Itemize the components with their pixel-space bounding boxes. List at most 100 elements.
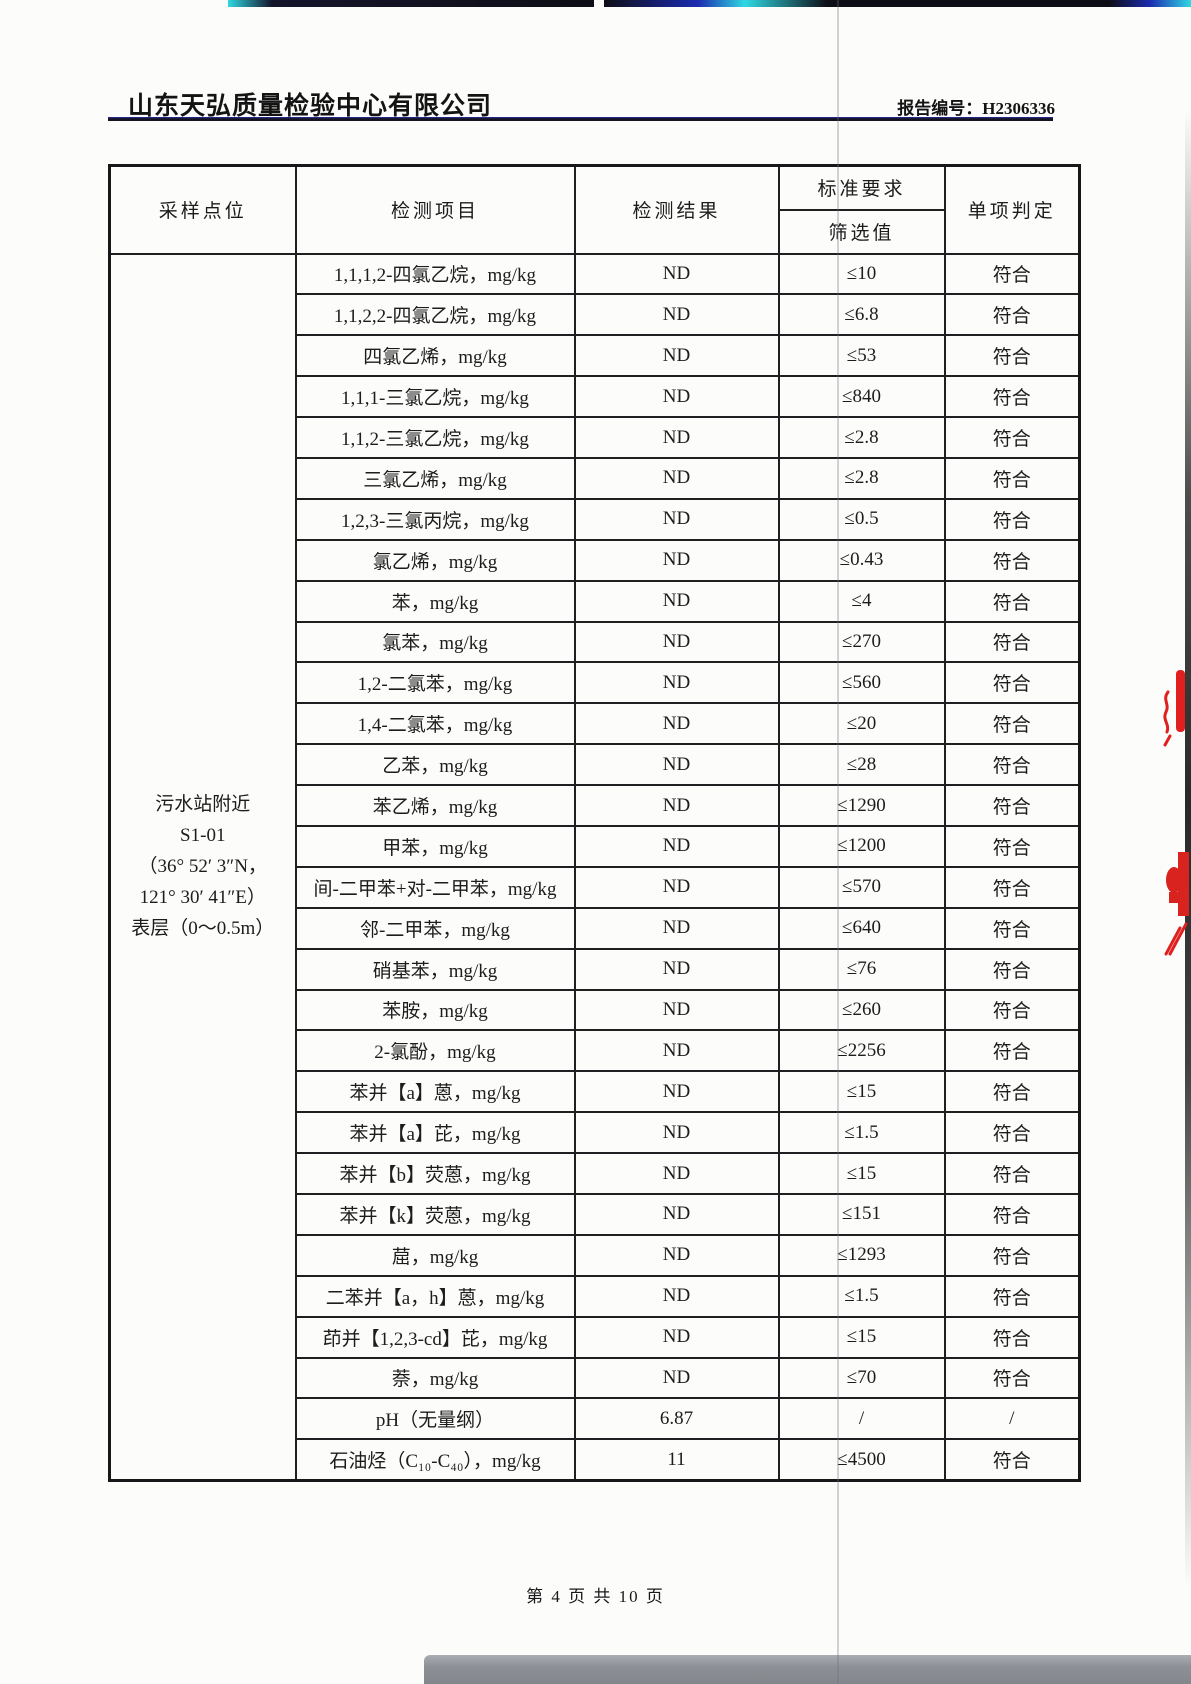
result-cell: 6.87 [573, 1397, 780, 1441]
scan-artifact-top-band-left [228, 0, 594, 7]
result-cell: ND [573, 661, 780, 705]
table-row: 氯乙烯，mg/kg ND ≤0.43 符合 [110, 538, 1081, 582]
table-header: 采样点位 检测项目 检测结果 标准要求 单项判定 筛选值 [108, 164, 1081, 255]
table-row: 1,2-二氯苯，mg/kg ND ≤560 符合 [110, 661, 1081, 705]
table-row: 甲苯，mg/kg ND ≤1200 符合 [110, 824, 1081, 868]
table-row: 苯并【k】荧蒽，mg/kg ND ≤151 符合 [110, 1192, 1081, 1236]
item-cell: 1,1,2,2-四氯乙烷，mg/kg [294, 293, 576, 337]
header-sample-point: 采样点位 [108, 164, 297, 255]
judgment-cell: 符合 [943, 1274, 1081, 1318]
judgment-cell: 符合 [943, 620, 1081, 664]
limit-cell: ≤570 [777, 865, 946, 909]
result-cell: ND [573, 416, 780, 459]
judgment-cell: 符合 [943, 1152, 1081, 1195]
item-cell: 四氯乙烯，mg/kg [294, 334, 576, 378]
table-row: 萘，mg/kg ND ≤70 符合 [110, 1356, 1081, 1400]
item-cell: 1,4-二氯苯，mg/kg [294, 702, 576, 746]
table-row: 三氯乙烯，mg/kg ND ≤2.8 符合 [110, 456, 1081, 500]
limit-cell: ≤4 [777, 579, 946, 623]
item-cell: 2-氯酚，mg/kg [294, 1029, 576, 1073]
limit-cell: ≤1.5 [777, 1111, 946, 1155]
table-row: pH（无量纲） 6.87// [110, 1397, 1081, 1441]
item-cell: 乙苯，mg/kg [294, 743, 576, 787]
item-cell: 石油烃（C₁₀-C₄₀），mg/kg [294, 1438, 576, 1482]
item-cell: 二苯并【a，h】蒽，mg/kg [294, 1274, 576, 1318]
judgment-cell: 符合 [943, 1315, 1081, 1359]
table-row: 1,1,2,2-四氯乙烷，mg/kg ND ≤6.8 符合 [110, 293, 1081, 337]
judgment-cell: 符合 [943, 375, 1081, 419]
judgment-cell: 符合 [943, 906, 1081, 950]
limit-cell: ≤4500 [777, 1438, 946, 1482]
result-cell: ND [573, 743, 780, 787]
limit-cell: ≤28 [777, 743, 946, 787]
company-name: 山东天弘质量检验中心有限公司 [128, 92, 493, 120]
table-row: 1,2,3-三氯丙烷，mg/kg ND ≤0.5 符合 [110, 497, 1081, 541]
result-cell: ND [573, 579, 780, 623]
table-row: 苯并【b】荧蒽，mg/kg ND ≤15 符合 [110, 1152, 1081, 1195]
table-header-row-1: 采样点位 检测项目 检测结果 标准要求 单项判定 [108, 164, 1081, 255]
judgment-cell: 符合 [943, 1029, 1081, 1073]
table-row: 䓛，mg/kg ND ≤1293 符合 [110, 1233, 1081, 1277]
item-cell: 䓛，mg/kg [294, 1233, 576, 1277]
table-row: 2-氯酚，mg/kg ND ≤2256 符合 [110, 1029, 1081, 1073]
table-row: 苯乙烯，mg/kg ND ≤1290 符合 [110, 784, 1081, 827]
limit-cell: ≤15 [777, 1315, 946, 1359]
judgment-cell: 符合 [943, 865, 1081, 909]
result-cell: ND [573, 988, 780, 1032]
judgment-cell: / [943, 1397, 1081, 1441]
judgment-cell: 符合 [943, 1438, 1081, 1482]
item-cell: pH（无量纲） [294, 1397, 576, 1441]
limit-cell: ≤2.8 [777, 456, 946, 500]
scan-artifact-top-band-right [604, 0, 1191, 7]
judgment-cell: 符合 [943, 456, 1081, 500]
judgment-cell: 符合 [943, 947, 1081, 991]
judgment-cell: 符合 [943, 1356, 1081, 1400]
limit-cell: ≤151 [777, 1192, 946, 1236]
judgment-cell: 符合 [943, 702, 1081, 746]
result-cell: ND [573, 1029, 780, 1073]
limit-cell: ≤20 [777, 702, 946, 746]
judgment-cell: 符合 [943, 1111, 1081, 1155]
table-row: 1,1,1-三氯乙烷，mg/kg ND ≤840 符合 [110, 375, 1081, 419]
item-cell: 硝基苯，mg/kg [294, 947, 576, 991]
limit-cell: ≤560 [777, 661, 946, 705]
table-row: 二苯并【a，h】蒽，mg/kg ND ≤1.5 符合 [110, 1274, 1081, 1318]
header-rule [108, 117, 1053, 121]
limit-cell: ≤2.8 [777, 416, 946, 459]
result-cell: 11 [573, 1438, 780, 1482]
judgment-cell: 符合 [943, 988, 1081, 1032]
limit-cell: ≤15 [777, 1152, 946, 1195]
result-cell: ND [573, 1070, 780, 1114]
result-cell: ND [573, 1152, 780, 1195]
table-row: 苯并【a】蒽，mg/kg ND ≤15 符合 [110, 1070, 1081, 1114]
table-row: 氯苯，mg/kg ND ≤270 符合 [110, 620, 1081, 664]
table-row: 苯胺，mg/kg ND ≤260 符合 [110, 988, 1081, 1032]
limit-cell: ≤1290 [777, 784, 946, 827]
item-cell: 1,2,3-三氯丙烷，mg/kg [294, 497, 576, 541]
limit-cell: ≤53 [777, 334, 946, 378]
item-cell: 苯，mg/kg [294, 579, 576, 623]
table-row: 间-二甲苯+对-二甲苯，mg/kg ND ≤570 符合 [110, 865, 1081, 909]
limit-cell: ≤0.5 [777, 497, 946, 541]
item-cell: 氯苯，mg/kg [294, 620, 576, 664]
judgment-cell: 符合 [943, 497, 1081, 541]
sample-point-cell: 污水站附近 S1-01 （36° 52′ 3″N， 121° 30′ 41″E） 表层（… [108, 252, 297, 1482]
limit-cell: ≤70 [777, 1356, 946, 1400]
judgment-cell: 符合 [943, 1233, 1081, 1277]
table-row: 1,4-二氯苯，mg/kg ND ≤20 符合 [110, 702, 1081, 746]
result-cell: ND [573, 456, 780, 500]
judgment-cell: 符合 [943, 743, 1081, 787]
report-number: 报告编号：H2306336 [820, 94, 1055, 119]
report-number-label: 报告编号： [897, 99, 983, 118]
result-cell: ND [573, 497, 780, 541]
result-cell: ND [573, 620, 780, 664]
result-cell: ND [573, 1274, 780, 1318]
table-row: 污水站附近 S1-01 （36° 52′ 3″N， 121° 30′ 41″E） 表层（… [108, 252, 1081, 1482]
table-row: 茚并【1,2,3-cd】芘，mg/kg ND ≤15 符合 [110, 1315, 1081, 1359]
item-cell: 苯并【b】荧蒽，mg/kg [294, 1152, 576, 1195]
result-cell: ND [573, 1111, 780, 1155]
result-cell: ND [573, 702, 780, 746]
result-cell: ND [573, 334, 780, 378]
limit-cell: ≤640 [777, 906, 946, 950]
header-test-item: 检测项目 [294, 164, 576, 255]
